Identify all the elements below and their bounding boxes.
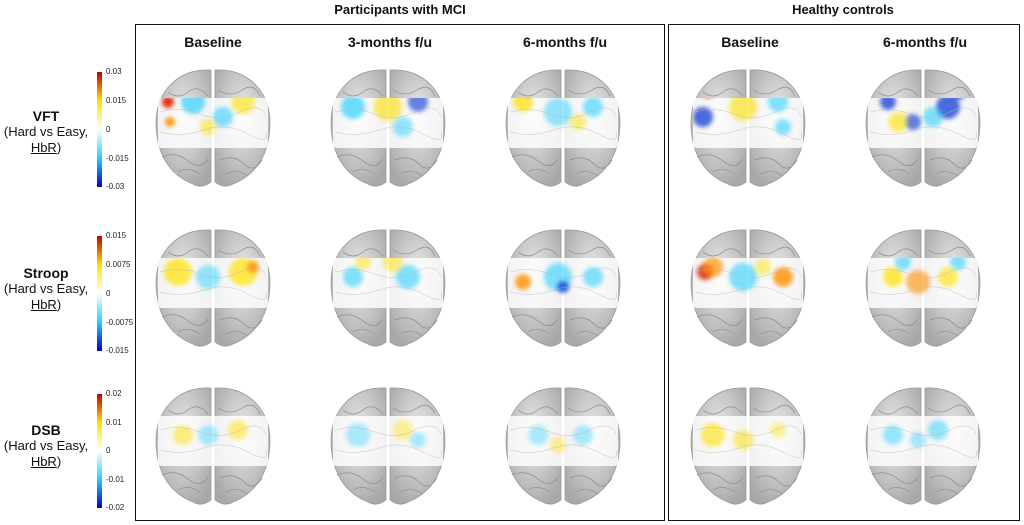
brain-vft-hc-6months: [858, 62, 988, 197]
row-hbr-vft: HbR: [30, 140, 57, 155]
brain-dsb-mci-6months: [498, 380, 628, 515]
cb-vft-max: 0.03: [106, 67, 122, 76]
cb-dsb-zero: 0: [106, 446, 111, 455]
group-title-mci: Participants with MCI: [334, 2, 466, 17]
row-label-stroop: Stroop (Hard vs Easy, HbR): [0, 265, 92, 313]
brain-dsb-hc-baseline: [683, 380, 813, 515]
col-head-mci-baseline: Baseline: [184, 34, 242, 50]
cb-vft-midhi: 0.015: [106, 96, 127, 105]
cb-dsb-midhi: 0.01: [106, 418, 122, 427]
cb-stroop-zero: 0: [106, 289, 111, 298]
mci-frame: [135, 24, 665, 521]
row-close-stroop: ): [56, 297, 62, 312]
brain-vft-mci-baseline: [148, 62, 278, 197]
row-task-dsb: DSB: [31, 422, 61, 438]
row-close-vft: ): [56, 140, 62, 155]
cb-stroop-min: -0.015: [106, 346, 129, 355]
brain-vft-mci-3months: [323, 62, 453, 197]
cb-stroop-midlo: -0.0075: [106, 318, 134, 327]
col-head-mci-3months: 3-months f/u: [348, 34, 432, 50]
brain-vft-mci-6months: [498, 62, 628, 197]
row-cond-dsb: (Hard vs Easy,: [3, 438, 89, 453]
cb-vft-zero: 0: [106, 125, 111, 134]
col-head-mci-6months: 6-months f/u: [523, 34, 607, 50]
row-close-dsb: ): [56, 454, 62, 469]
cb-vft-midlo: -0.015: [106, 154, 129, 163]
cb-stroop-max: 0.015: [106, 231, 127, 240]
row-label-dsb: DSB (Hard vs Easy, HbR): [0, 422, 92, 470]
row-cond-vft: (Hard vs Easy,: [3, 124, 89, 139]
brain-vft-hc-baseline: [683, 62, 813, 197]
row-cond-stroop: (Hard vs Easy,: [3, 281, 89, 296]
colorbar-stroop: [97, 236, 102, 351]
col-head-hc-baseline: Baseline: [721, 34, 779, 50]
cb-dsb-max: 0.02: [106, 389, 122, 398]
col-head-hc-6months: 6-months f/u: [883, 34, 967, 50]
colorbar-dsb: [97, 394, 102, 508]
cb-dsb-midlo: -0.01: [106, 475, 125, 484]
cb-stroop-midhi: 0.0075: [106, 260, 131, 269]
row-hbr-dsb: HbR: [30, 454, 57, 469]
brain-dsb-mci-3months: [323, 380, 453, 515]
cb-vft-min: -0.03: [106, 182, 125, 191]
brain-dsb-mci-baseline: [148, 380, 278, 515]
row-task-vft: VFT: [32, 108, 60, 124]
brain-stroop-hc-6months: [858, 222, 988, 357]
brain-stroop-hc-baseline: [683, 222, 813, 357]
row-label-vft: VFT (Hard vs Easy, HbR): [0, 108, 92, 156]
brain-dsb-hc-6months: [858, 380, 988, 515]
brain-stroop-mci-3months: [323, 222, 453, 357]
row-hbr-stroop: HbR: [30, 297, 57, 312]
group-title-healthy-controls: Healthy controls: [792, 2, 894, 17]
cb-dsb-min: -0.02: [106, 503, 125, 512]
colorbar-vft: [97, 72, 102, 187]
row-task-stroop: Stroop: [23, 265, 69, 281]
brain-stroop-mci-6months: [498, 222, 628, 357]
healthy-controls-frame: [668, 24, 1020, 521]
brain-stroop-mci-baseline: [148, 222, 278, 357]
